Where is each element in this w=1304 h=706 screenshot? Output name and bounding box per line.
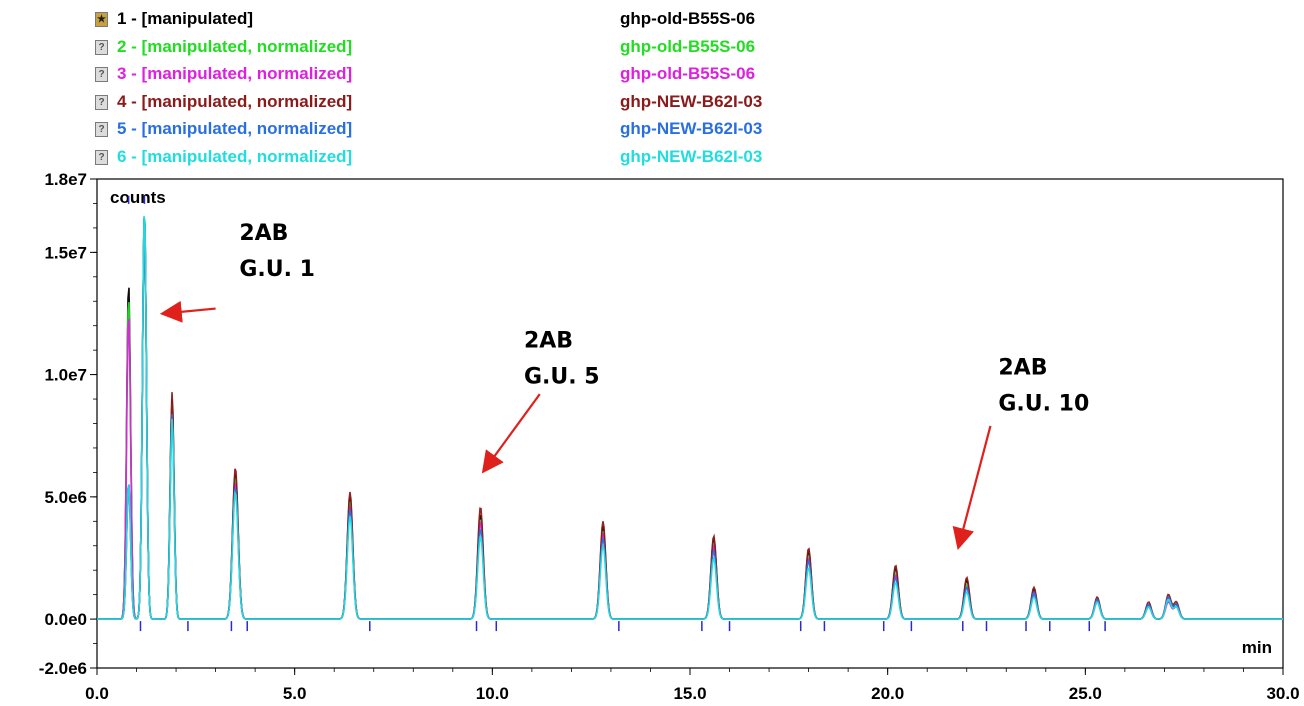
- legend-label: 2 - [manipulated, normalized]: [117, 36, 353, 56]
- annotation-title: 2AB: [998, 356, 1047, 381]
- annotation-title: 2AB: [524, 329, 573, 354]
- y-tick-label: -2.0e6: [39, 659, 87, 678]
- legend-item[interactable]: ? 5 - [manipulated, normalized] ghp-NEW-B6…: [95, 118, 995, 142]
- annotation-arrow: [481, 393, 541, 474]
- unknown-icon[interactable]: ?: [95, 94, 108, 110]
- annotation-label: G.U. 10: [998, 392, 1089, 417]
- legend-sample-name: ghp-old-B55S-06: [620, 36, 756, 56]
- annotation-arrow: [952, 425, 992, 551]
- legend-item[interactable]: ★ 1 - [manipulated] ghp-old-B55S-06: [95, 8, 995, 32]
- x-tick-label: 30.0: [1266, 684, 1299, 703]
- checked-icon[interactable]: ★: [95, 12, 108, 27]
- legend: ★ 1 - [manipulated] ghp-old-B55S-06? 2 - [m…: [0, 0, 1304, 180]
- series-line-6: [97, 215, 1283, 620]
- legend-item[interactable]: ? 6 - [manipulated, normalized] ghp-NEW-B6…: [95, 146, 995, 170]
- legend-sample-name: ghp-NEW-B62I-03: [620, 146, 763, 166]
- legend-item[interactable]: ? 2 - [manipulated, normalized] ghp-old-B5…: [95, 36, 995, 60]
- y-tick-label: 5.0e6: [44, 488, 87, 507]
- x-tick-label: 0.0: [85, 684, 109, 703]
- y-tick-label: 1.8e7: [44, 170, 87, 189]
- x-tick-label: 5.0: [283, 684, 307, 703]
- x-tick-label: 15.0: [673, 684, 706, 703]
- y-axis-label: counts: [110, 188, 166, 207]
- x-tick-label: 10.0: [476, 684, 509, 703]
- unknown-icon[interactable]: ?: [95, 67, 108, 82]
- annotation-title: 2AB: [239, 221, 288, 246]
- annotation-label: G.U. 5: [524, 365, 600, 390]
- unknown-icon[interactable]: ?: [95, 122, 108, 137]
- legend-sample-name: ghp-NEW-B62I-03: [620, 91, 763, 111]
- annotation-arrow: [159, 300, 216, 323]
- x-tick-label: 25.0: [1069, 684, 1102, 703]
- legend-sample-name: ghp-NEW-B62I-03: [620, 119, 763, 138]
- legend-item[interactable]: ? 3 - [manipulated, normalized] ghp-old-B5…: [95, 63, 995, 87]
- legend-label: 1 - [manipulated]: [117, 9, 254, 28]
- x-axis-label: min: [1242, 638, 1272, 657]
- legend-sample-name: ghp-old-B55S-06: [620, 9, 756, 28]
- legend-label: 5 - [manipulated, normalized]: [117, 119, 353, 138]
- y-tick-label: 1.5e7: [44, 243, 87, 262]
- annotation-label: G.U. 1: [239, 257, 315, 282]
- legend-sample-name: ghp-old-B55S-06: [620, 64, 756, 83]
- plot-frame: [96, 178, 1284, 669]
- legend-label: 6 - [manipulated, normalized]: [117, 146, 353, 166]
- y-tick-label: 0.0e0: [44, 610, 87, 629]
- legend-item[interactable]: ? 4 - [manipulated, normalized] ghp-NEW-B6…: [95, 91, 995, 115]
- legend-label: 4 - [manipulated, normalized]: [117, 91, 353, 111]
- x-tick-label: 20.0: [871, 684, 904, 703]
- y-tick-label: 1.0e7: [44, 366, 87, 385]
- unknown-icon[interactable]: ?: [95, 149, 108, 165]
- legend-label: 3 - [manipulated, normalized]: [117, 64, 353, 83]
- unknown-icon[interactable]: ?: [95, 39, 108, 55]
